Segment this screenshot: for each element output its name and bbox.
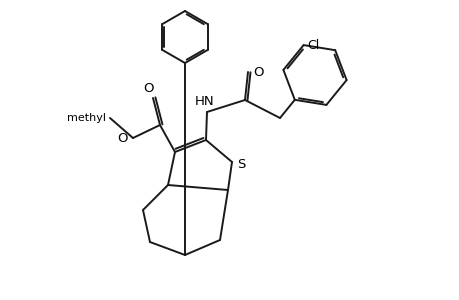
Text: O: O: [117, 133, 128, 146]
Text: O: O: [252, 65, 263, 79]
Text: Cl: Cl: [307, 39, 319, 52]
Text: HN: HN: [195, 95, 214, 108]
Text: O: O: [143, 82, 154, 95]
Text: methyl: methyl: [67, 113, 106, 123]
Text: S: S: [236, 158, 245, 170]
